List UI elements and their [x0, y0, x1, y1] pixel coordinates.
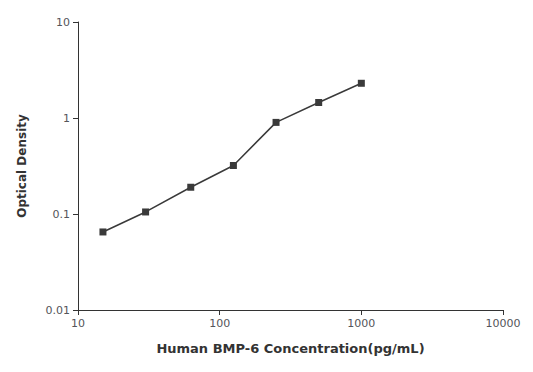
svg-text:1000: 1000	[347, 317, 375, 330]
svg-text:0.01: 0.01	[46, 304, 71, 317]
svg-text:Optical Density: Optical Density	[15, 114, 29, 218]
svg-text:100: 100	[209, 317, 230, 330]
svg-text:1: 1	[63, 112, 70, 125]
svg-text:0.1: 0.1	[53, 208, 71, 221]
svg-text:10: 10	[71, 317, 85, 330]
svg-text:10000: 10000	[486, 317, 521, 330]
svg-text:10: 10	[56, 16, 70, 29]
svg-text:Human BMP-6 Concentration(pg/m: Human BMP-6 Concentration(pg/mL)	[156, 341, 424, 356]
